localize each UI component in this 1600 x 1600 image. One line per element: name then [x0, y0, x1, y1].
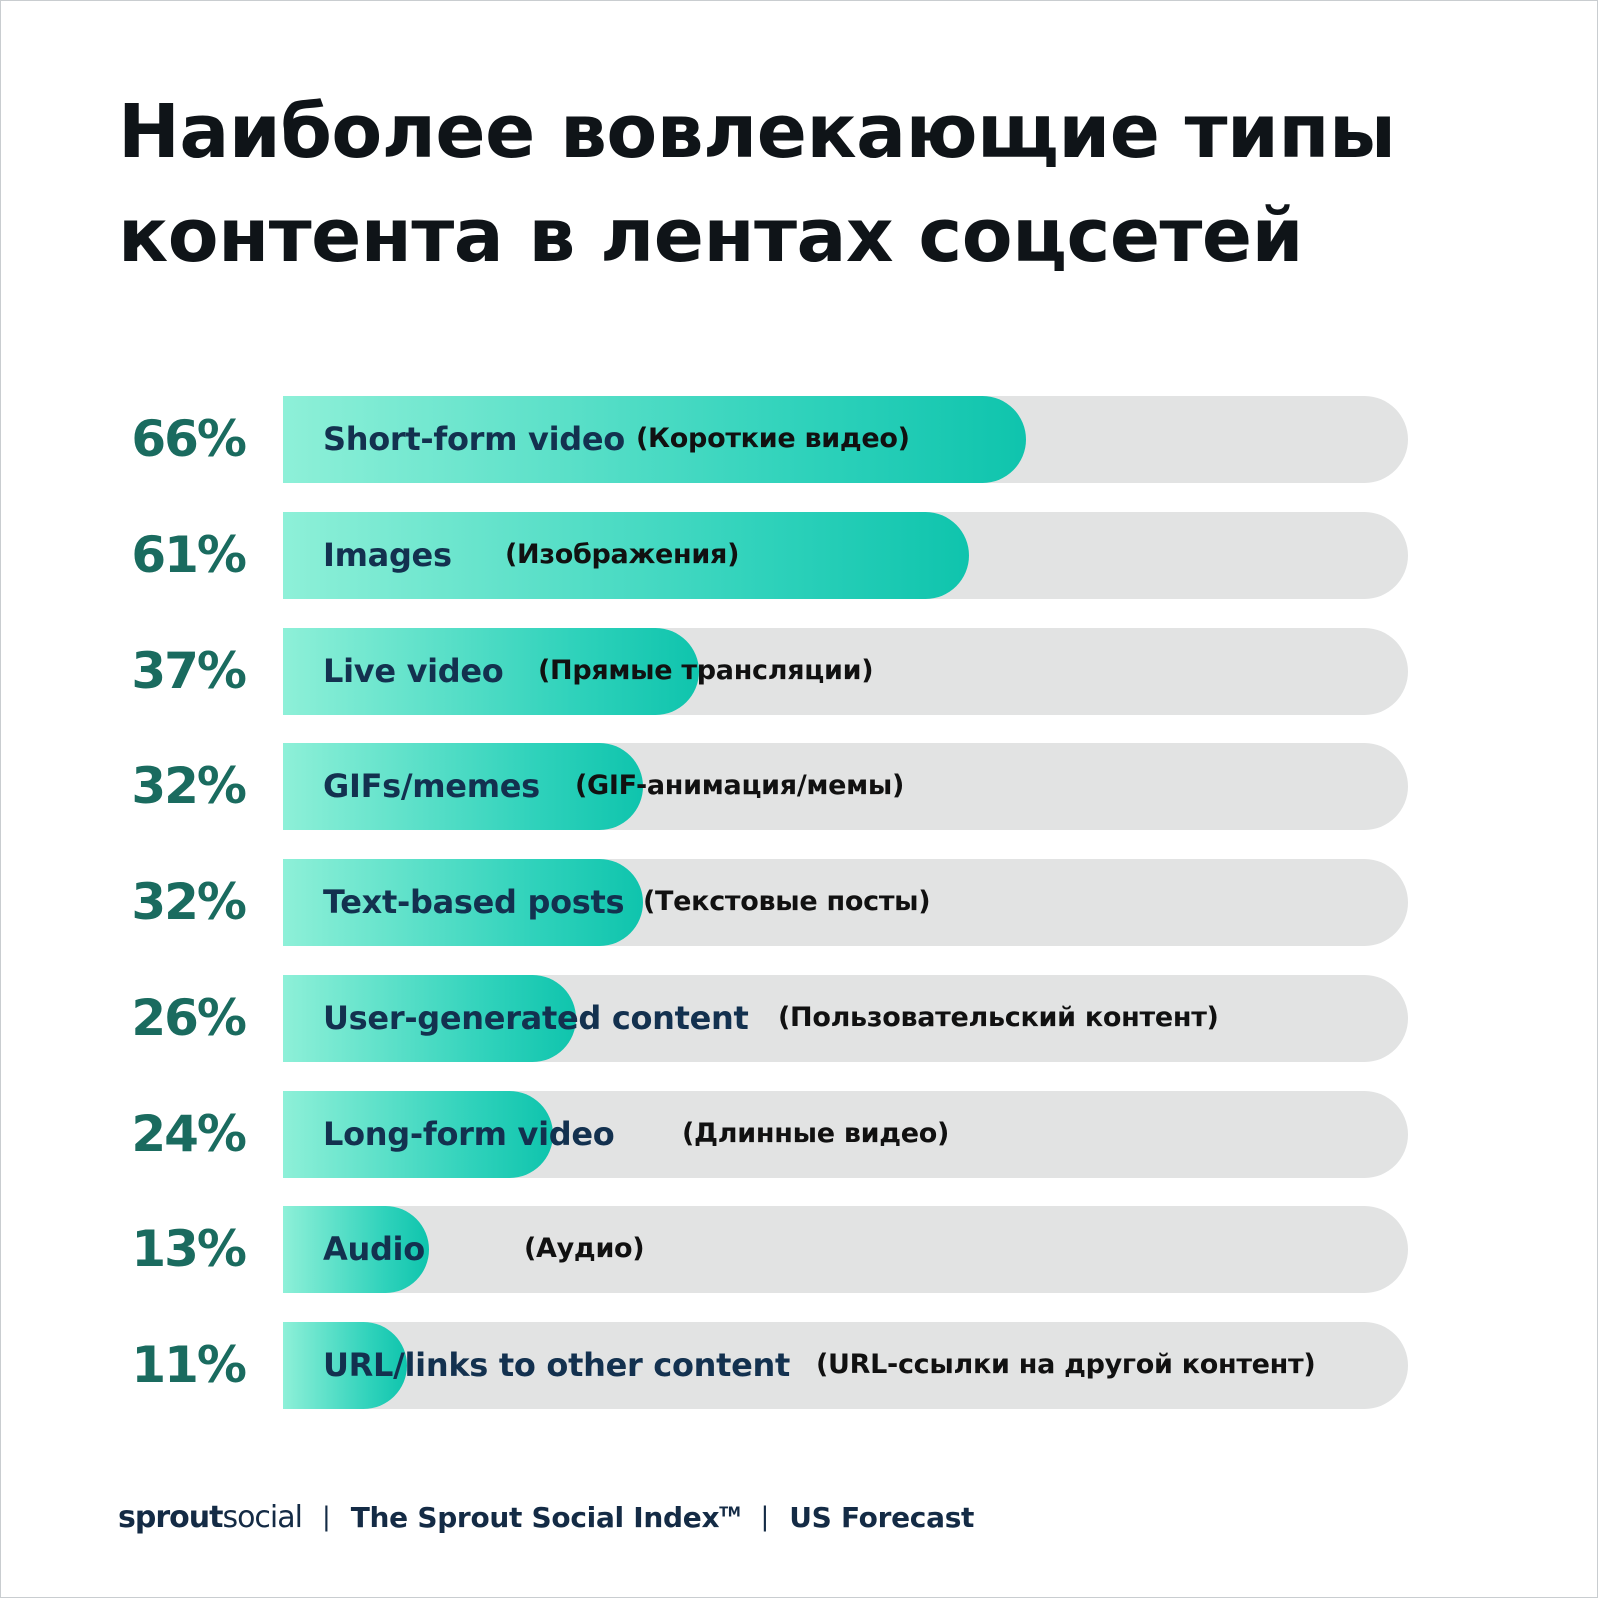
bar-row: 32% Text-based posts (Текстовые посты) — [0, 859, 1600, 946]
bar-track — [283, 859, 1408, 946]
index-name: The Sprout Social IndexTM — [351, 1501, 741, 1534]
bar-translation-label: (URL-ссылки на другой контент) — [816, 1349, 1316, 1380]
bar-fill — [283, 1322, 407, 1409]
bar-translation-label: (Длинные видео) — [682, 1117, 950, 1149]
bar-value-label: 61% — [131, 525, 247, 584]
bar-category-label: User-generated content — [323, 998, 749, 1037]
bar-value-label: 66% — [131, 410, 247, 468]
bar-fill — [283, 859, 643, 946]
bar-category-label: Live video — [323, 651, 504, 690]
bar-translation-label: (GIF-анимация/мемы) — [575, 770, 905, 802]
bar-row: 37% Live video (Прямые трансляции) — [0, 627, 1600, 715]
bar-fill — [283, 511, 970, 599]
bar-value-label: 37% — [131, 641, 247, 700]
bar-fill — [283, 627, 700, 715]
bar-translation-label: (Аудио) — [524, 1233, 645, 1265]
chart-title: Наиболее вовлекающие типы контента в лен… — [118, 80, 1418, 288]
bar-translation-label: (Текстовые посты) — [643, 886, 931, 917]
bar-track — [283, 1090, 1408, 1178]
brand-logo-sprout: sprout — [118, 1499, 223, 1535]
bar-row: 24% Long-form video (Длинные видео) — [0, 1090, 1600, 1178]
bar-category-label: Audio — [323, 1230, 425, 1269]
brand-logo-social: social — [222, 1499, 303, 1535]
bar-value-label: 11% — [131, 1336, 247, 1394]
bar-value-label: 26% — [131, 988, 247, 1047]
bar-track — [283, 743, 1408, 831]
bar-track — [283, 511, 1408, 599]
bar-value-label: 32% — [131, 873, 247, 931]
bar-category-label: GIFs/memes — [323, 767, 540, 806]
bar-translation-label: (Изображения) — [505, 538, 740, 570]
bar-translation-label: (Прямые трансляции) — [538, 654, 874, 686]
bar-value-label: 24% — [131, 1104, 247, 1163]
bar-fill — [283, 743, 643, 831]
bar-row: 26% User-generated content (Пользовательск… — [0, 974, 1600, 1062]
bar-track — [283, 974, 1408, 1062]
bar-row: 32% GIFs/memes (GIF-анимация/мемы) — [0, 743, 1600, 831]
footer-separator-1: | — [321, 1502, 331, 1532]
bar-fill — [283, 974, 576, 1062]
footer-separator-2: | — [760, 1502, 770, 1532]
bar-row: 13% Audio (Аудио) — [0, 1206, 1600, 1294]
bar-fill — [283, 396, 1026, 483]
bar-fill — [283, 1090, 553, 1178]
chart-title-line-1: Наиболее вовлекающие типы — [118, 89, 1396, 175]
region-label: US Forecast — [789, 1500, 975, 1534]
bar-category-label: Short-form video — [323, 420, 625, 458]
chart-title-line-2: контента в лентах соцсетей — [118, 193, 1303, 279]
bar-row: 11% URL/links to other content (URL-ссылки… — [0, 1322, 1600, 1409]
bar-value-label: 13% — [131, 1220, 247, 1279]
trademark-mark: TM — [719, 1505, 741, 1521]
bar-fill — [283, 1206, 430, 1294]
bar-track — [283, 1322, 1408, 1409]
bar-track — [283, 627, 1408, 715]
bar-category-label: URL/links to other content — [323, 1346, 791, 1384]
bar-category-label: Text-based posts — [323, 883, 625, 921]
bar-category-label: Long-form video — [323, 1114, 615, 1153]
bar-row: 66% Short-form video (Короткие видео) — [0, 396, 1600, 483]
index-name-text: The Sprout Social Index — [350, 1500, 720, 1534]
bar-track — [283, 1206, 1408, 1294]
bar-value-label: 32% — [131, 757, 247, 816]
bar-translation-label: (Короткие видео) — [636, 423, 910, 454]
bar-track — [283, 396, 1408, 483]
footer: sprout social | The Sprout Social IndexTM… — [118, 1492, 974, 1542]
bar-category-label: Images — [323, 535, 452, 574]
bar-translation-label: (Пользовательский контент) — [778, 1001, 1219, 1033]
bar-row: 61% Images (Изображения) — [0, 511, 1600, 599]
